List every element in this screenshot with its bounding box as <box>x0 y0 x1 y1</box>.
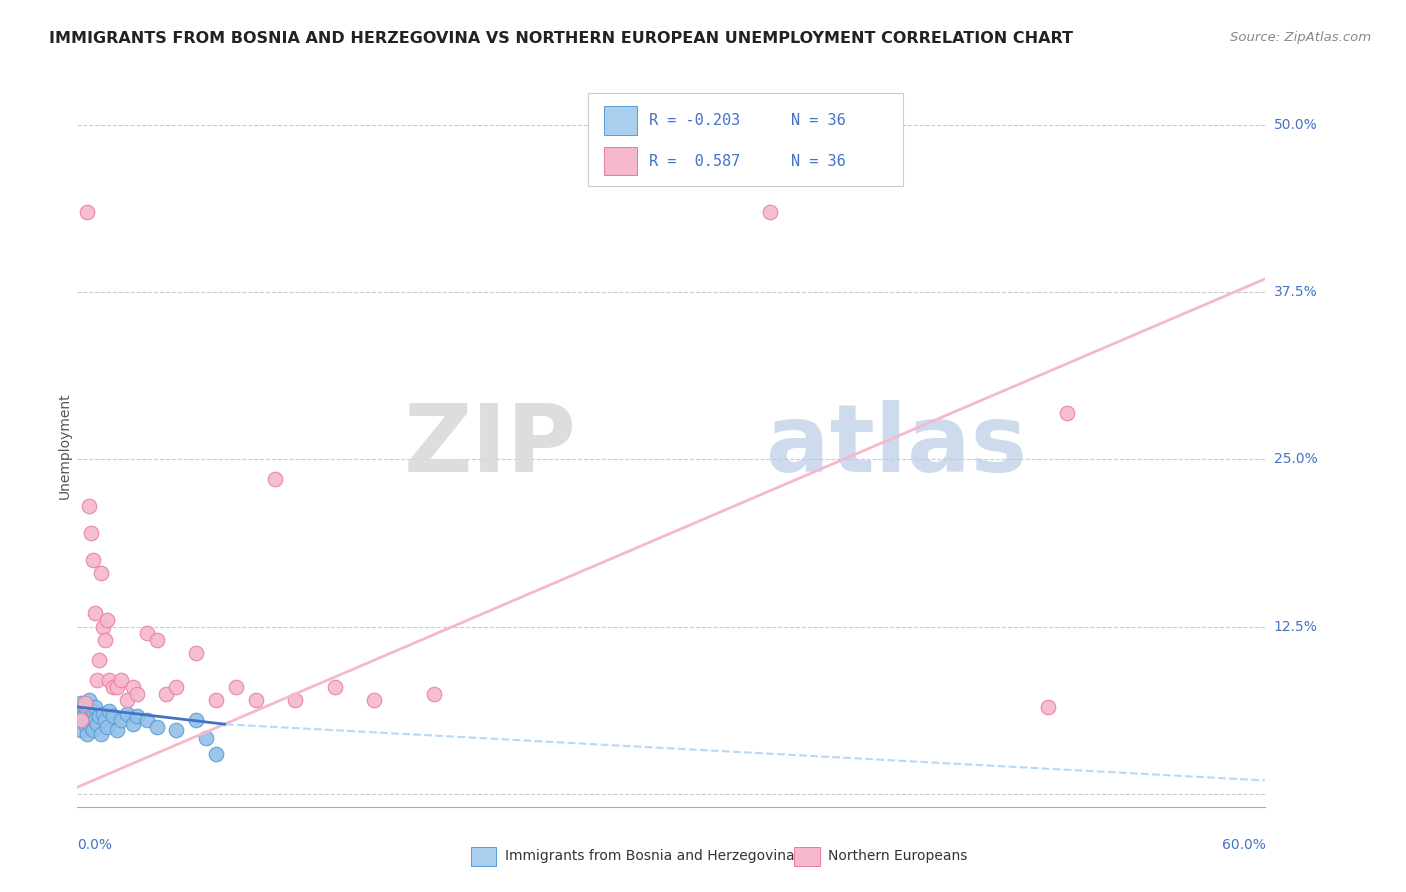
Point <box>67 714 90 728</box>
Point <box>76 726 98 740</box>
Point <box>98 673 121 688</box>
Text: Source: ZipAtlas.com: Source: ZipAtlas.com <box>1230 31 1371 45</box>
Point <box>77 714 100 728</box>
Point <box>77 693 100 707</box>
Point <box>264 473 287 487</box>
FancyBboxPatch shape <box>588 94 903 186</box>
Bar <box>603 146 637 176</box>
Point <box>115 706 138 721</box>
Text: ZIP: ZIP <box>404 400 576 492</box>
Point <box>155 687 177 701</box>
Point <box>86 717 108 731</box>
Point <box>70 714 93 728</box>
Point <box>91 706 114 721</box>
Point <box>94 714 117 728</box>
Point <box>165 680 187 694</box>
Point <box>145 720 167 734</box>
Point <box>284 693 307 707</box>
Point <box>205 747 228 761</box>
Point <box>110 673 132 688</box>
Point <box>363 693 385 707</box>
Point <box>84 699 107 714</box>
Text: N = 36: N = 36 <box>792 113 846 128</box>
Point <box>1056 406 1078 420</box>
Point <box>105 723 128 737</box>
Point <box>195 731 218 745</box>
Y-axis label: Unemployment: Unemployment <box>58 392 72 500</box>
Point <box>90 566 112 581</box>
Text: 37.5%: 37.5% <box>1274 285 1317 299</box>
Point <box>125 687 148 701</box>
Point <box>80 526 103 541</box>
Point <box>72 704 94 718</box>
Point <box>75 717 97 731</box>
Point <box>87 653 110 667</box>
Point <box>423 687 446 701</box>
Text: IMMIGRANTS FROM BOSNIA AND HERZEGOVINA VS NORTHERN EUROPEAN UNEMPLOYMENT CORRELA: IMMIGRANTS FROM BOSNIA AND HERZEGOVINA V… <box>49 31 1073 46</box>
Point <box>205 693 228 707</box>
Point <box>101 680 124 694</box>
Point <box>101 709 124 723</box>
Point <box>75 696 97 710</box>
Point <box>145 633 167 648</box>
Point <box>135 714 157 728</box>
Point <box>84 714 107 728</box>
Point <box>96 613 118 627</box>
Point <box>70 723 93 737</box>
Point <box>225 680 247 694</box>
Text: N = 36: N = 36 <box>792 153 846 169</box>
Point <box>80 709 103 723</box>
Point <box>245 693 267 707</box>
Point <box>82 723 104 737</box>
Point <box>77 500 100 514</box>
Point <box>115 693 138 707</box>
Point <box>91 620 114 634</box>
Point <box>90 726 112 740</box>
Text: R = -0.203: R = -0.203 <box>648 113 740 128</box>
Point <box>80 720 103 734</box>
Point <box>76 205 98 219</box>
Point <box>186 646 208 660</box>
Point <box>98 704 121 718</box>
Point <box>135 626 157 640</box>
Point <box>75 699 97 714</box>
Text: 12.5%: 12.5% <box>1274 620 1317 633</box>
Point <box>121 717 143 731</box>
Point <box>110 714 132 728</box>
Text: Immigrants from Bosnia and Herzegovina: Immigrants from Bosnia and Herzegovina <box>505 849 794 863</box>
Point <box>82 704 104 718</box>
Point <box>86 673 108 688</box>
Point <box>105 680 128 694</box>
Text: atlas: atlas <box>766 400 1028 492</box>
Point <box>125 709 148 723</box>
Point <box>82 553 104 567</box>
Text: R =  0.587: R = 0.587 <box>648 153 740 169</box>
Point <box>759 205 782 219</box>
Text: Northern Europeans: Northern Europeans <box>828 849 967 863</box>
Text: 0.0%: 0.0% <box>77 838 112 852</box>
Point <box>1036 699 1059 714</box>
Text: 60.0%: 60.0% <box>1222 838 1265 852</box>
Point <box>84 607 107 621</box>
Text: 50.0%: 50.0% <box>1274 118 1317 132</box>
Point <box>121 680 143 694</box>
Point <box>76 706 98 721</box>
Point <box>72 709 94 723</box>
Point <box>165 723 187 737</box>
Bar <box>603 106 637 136</box>
Point <box>87 709 110 723</box>
Text: 25.0%: 25.0% <box>1274 452 1317 467</box>
Point <box>96 720 118 734</box>
Point <box>323 680 346 694</box>
Point <box>94 633 117 648</box>
Point <box>186 714 208 728</box>
Point <box>70 696 93 710</box>
